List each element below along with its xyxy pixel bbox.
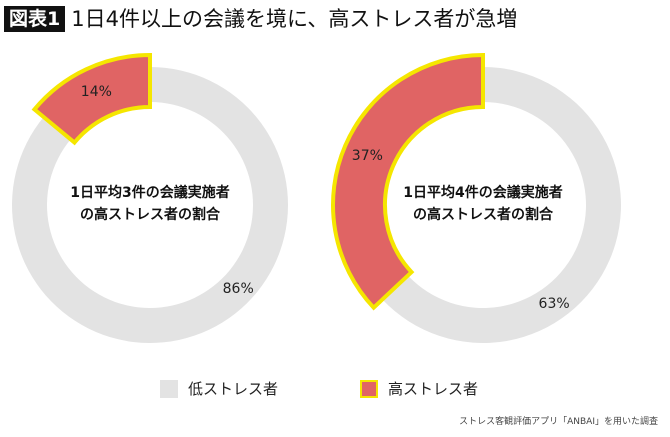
slice-label-high: 37%	[352, 148, 383, 164]
donut-slice-low	[382, 67, 621, 343]
legend-label-low: 低ストレス者	[188, 380, 279, 398]
legend-swatch-high	[360, 379, 378, 398]
center-label: の高ストレス者の割合	[413, 206, 554, 223]
slice-label-high: 14%	[81, 84, 112, 100]
legend-label-high: 高ストレス者	[388, 380, 479, 398]
slice-label-low: 86%	[223, 281, 254, 297]
legend-swatch-low	[160, 379, 178, 398]
title-text: 1日4件以上の会議を境に、高ストレス者が急増	[71, 7, 518, 31]
figure-badge: 図表1	[4, 6, 66, 32]
center-label: 1日平均4件の会議実施者	[403, 184, 562, 201]
donut-slice-high	[331, 52, 485, 311]
donut-slice-high	[31, 52, 152, 146]
legend-item-low: 低ストレス者	[160, 378, 278, 399]
chart-title: 図表1 1日4件以上の会議を境に、高ストレス者が急増	[4, 6, 517, 32]
slice-label-low: 63%	[539, 296, 570, 312]
legend-item-high: 高ストレス者	[360, 378, 478, 399]
source-note: ストレス客観評価アプリ「ANBAI」を用いた調査	[459, 417, 658, 427]
center-label: の高ストレス者の割合	[80, 206, 221, 223]
center-label: 1日平均3件の会議実施者	[70, 184, 229, 201]
